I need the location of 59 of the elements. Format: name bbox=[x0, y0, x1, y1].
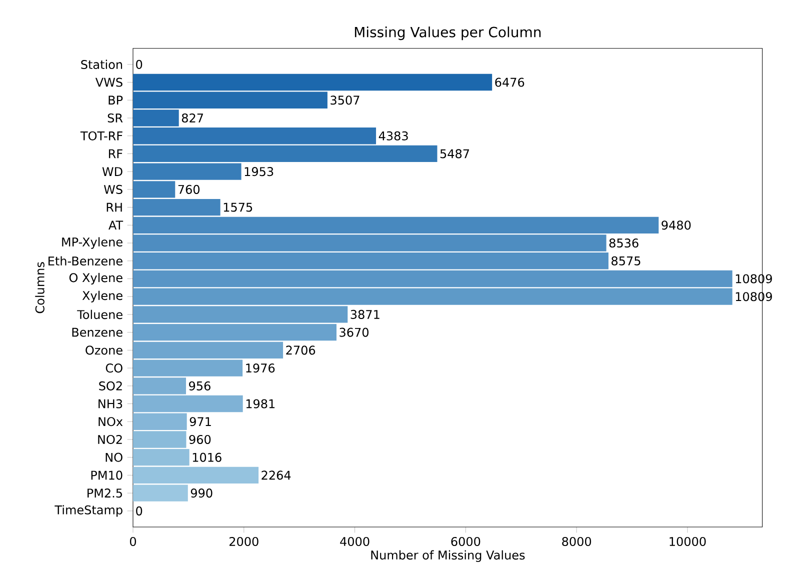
y-tick-label: PM10 bbox=[91, 470, 122, 480]
y-tick-label: Xylene bbox=[82, 290, 122, 302]
y-tick-label: BP bbox=[108, 96, 123, 105]
y-tick-label: SR bbox=[108, 113, 123, 123]
y-tick-label: TOT-RF bbox=[80, 131, 122, 140]
data-label: 760 bbox=[178, 184, 200, 194]
x-tick-label: 2000 bbox=[230, 536, 258, 546]
y-tick-label: TimeStamp bbox=[54, 505, 122, 517]
chart-title: Missing Values per Column bbox=[354, 26, 541, 40]
data-label: 0 bbox=[136, 506, 142, 516]
y-tick-label: Toluene bbox=[77, 310, 122, 320]
y-tick-label: Eth-Benzene bbox=[48, 256, 122, 266]
data-label: 1976 bbox=[246, 364, 275, 373]
data-label: 3507 bbox=[330, 96, 360, 105]
data-label: 0 bbox=[136, 60, 142, 69]
y-tick-label: Station bbox=[81, 60, 122, 70]
y-tick-label: Ozone bbox=[86, 346, 122, 355]
x-tick-label: 10000 bbox=[670, 536, 706, 546]
data-label: 4383 bbox=[378, 131, 408, 140]
y-tick-label: MP-Xylene bbox=[62, 237, 122, 249]
y-tick-label: WD bbox=[102, 167, 122, 176]
y-tick-label: VWS bbox=[95, 78, 122, 87]
data-label: 5487 bbox=[440, 149, 470, 158]
y-tick-label: O Xylene bbox=[69, 272, 122, 285]
y-tick-label: RH bbox=[106, 202, 122, 212]
data-label: 990 bbox=[190, 488, 212, 498]
x-tick-label: 8000 bbox=[562, 536, 592, 546]
y-tick-label: NH3 bbox=[98, 399, 122, 408]
y-tick-label: WS bbox=[104, 184, 122, 194]
data-label: 2264 bbox=[262, 470, 291, 480]
x-tick-label: 0 bbox=[130, 536, 136, 546]
y-tick-label: PM2.5 bbox=[88, 488, 122, 498]
data-label: 3670 bbox=[340, 328, 368, 337]
data-label: 827 bbox=[182, 113, 203, 123]
y-tick-label: RF bbox=[108, 149, 122, 158]
data-label: 2706 bbox=[286, 346, 316, 355]
x-tick-label: 6000 bbox=[451, 536, 480, 546]
data-label: 1016 bbox=[192, 452, 222, 462]
y-axis-title: Columns bbox=[35, 262, 44, 314]
data-label: 971 bbox=[190, 417, 211, 426]
y-tick-label: Benzene bbox=[72, 328, 122, 337]
x-axis-title: Number of Missing Values bbox=[371, 550, 525, 562]
data-label: 1981 bbox=[246, 399, 275, 408]
y-tick-label: AT bbox=[108, 220, 124, 230]
x-tick-label: 4000 bbox=[340, 536, 370, 546]
data-label: 960 bbox=[189, 434, 211, 444]
data-label: 6476 bbox=[495, 78, 524, 87]
y-tick-label: SO2 bbox=[99, 381, 122, 390]
y-tick-label: CO bbox=[106, 364, 122, 373]
y-tick-label: NOx bbox=[98, 417, 123, 426]
y-tick-label: NO bbox=[106, 452, 122, 462]
data-label: 8536 bbox=[609, 238, 638, 248]
y-tick-label: NO2 bbox=[98, 434, 122, 444]
data-label: 3871 bbox=[350, 310, 380, 319]
data-label: 9480 bbox=[662, 220, 691, 230]
data-label: 8575 bbox=[612, 256, 640, 266]
data-label: 1575 bbox=[224, 202, 252, 212]
data-label: 1953 bbox=[244, 167, 274, 176]
data-label: 956 bbox=[189, 381, 210, 390]
